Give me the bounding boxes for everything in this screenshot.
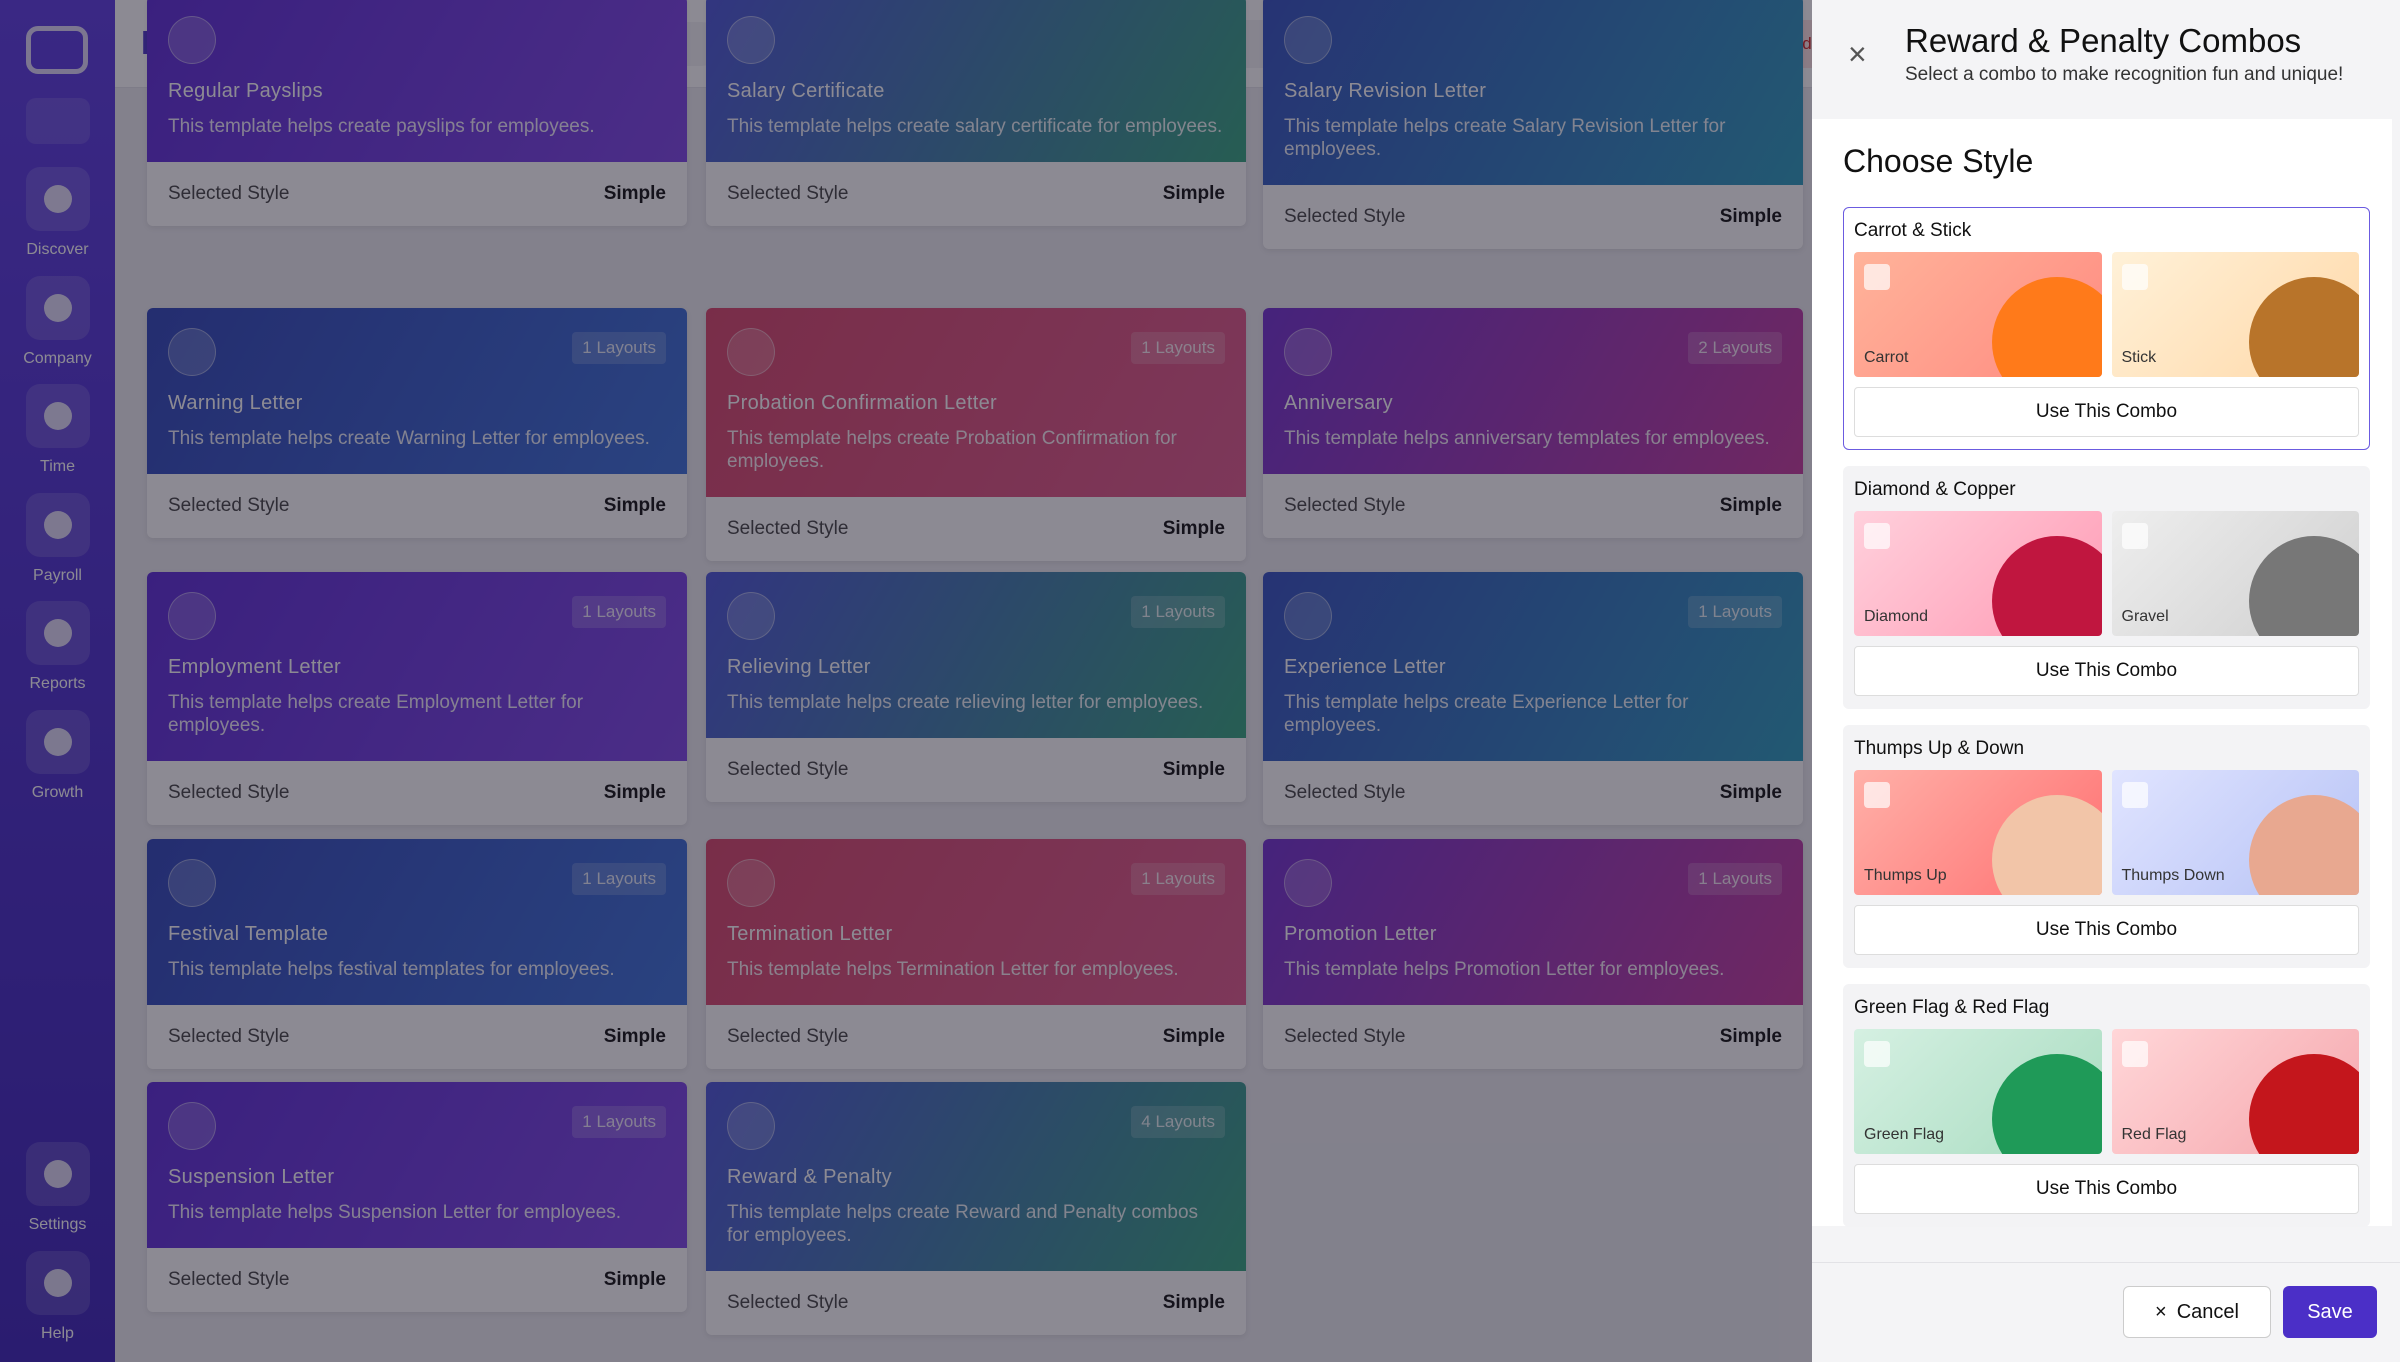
combo-tile: Gravel [2111,511,2359,636]
combo-card[interactable]: Carrot & Stick Carrot Stick Use This Combo [1843,207,2370,450]
tile-icon [2121,523,2148,549]
combo-name: Diamond & Copper [1854,479,2016,500]
tile-label: Carrot [1864,349,1909,366]
section-title: Choose Style [1843,143,2034,179]
save-button[interactable]: Save [2283,1286,2377,1338]
tile-label: Stick [2121,349,2157,366]
combo-tile: Red Flag [2111,1029,2359,1154]
combo-card[interactable]: Diamond & Copper Diamond Gravel Use This Co… [1843,466,2370,709]
combo-tile: Diamond [1854,511,2102,636]
tile-label: Gravel [2121,608,2169,625]
tile-illustration [2249,277,2359,377]
cancel-icon: × [2155,1300,2167,1323]
combo-name: Thumps Up & Down [1854,738,2025,759]
tile-icon [1864,1041,1890,1067]
combo-tile: Green Flag [1854,1029,2102,1154]
combo-name: Carrot & Stick [1854,220,1972,241]
tile-icon [2121,782,2148,808]
combo-tile: Thumps Down [2111,770,2359,895]
tile-icon [2121,264,2148,290]
use-combo-button[interactable]: Use This Combo [1854,905,2359,955]
combo-panel: × Reward & Penalty Combos Select a combo t… [1812,0,2400,1362]
footer-divider [1812,1262,2400,1263]
tile-label: Diamond [1864,608,1929,625]
tile-label: Thumps Up [1864,867,1947,884]
panel-body: Choose Style Carrot & Stick Carrot Stick Use… [1812,119,2392,1227]
tile-label: Green Flag [1864,1126,1945,1143]
tile-illustration [2249,536,2359,636]
use-combo-button[interactable]: Use This Combo [1854,1164,2359,1214]
close-button[interactable]: × [1848,36,1867,72]
overlay[interactable] [0,0,1812,1362]
use-combo-button[interactable]: Use This Combo [1854,646,2359,696]
combo-tiles: Diamond Gravel [1854,511,2359,636]
combo-tiles: Thumps Up Thumps Down [1854,770,2359,895]
use-combo-button[interactable]: Use This Combo [1854,387,2359,437]
combo-tile: Carrot [1854,252,2102,377]
tile-illustration [1991,795,2102,895]
tile-icon [1864,782,1890,808]
combo-tile: Stick [2111,252,2359,377]
combo-tiles: Green Flag Red Flag [1854,1029,2359,1154]
tile-icon [2121,1041,2148,1067]
cancel-label: Cancel [2176,1300,2239,1323]
combo-card[interactable]: Thumps Up & Down Thumps Up Thumps Down Use … [1843,725,2370,968]
tile-label: Thumps Down [2121,867,2225,884]
panel-subtitle: Select a combo to make recognition fun a… [1905,64,2344,85]
cancel-button[interactable]: × Cancel [2123,1286,2271,1338]
tile-icon [1864,264,1890,290]
combo-tile: Thumps Up [1854,770,2102,895]
panel-title: Reward & Penalty Combos [1905,22,2302,59]
combo-name: Green Flag & Red Flag [1854,997,2050,1018]
combo-card[interactable]: Green Flag & Red Flag Green Flag Red Flag U… [1843,984,2370,1227]
tile-illustration [2249,1054,2359,1154]
tile-illustration [2249,795,2359,895]
combo-tiles: Carrot Stick [1854,252,2359,377]
tile-illustration [1991,1054,2102,1154]
tile-illustration [1991,536,2102,636]
tile-illustration [1991,277,2102,377]
tile-label: Red Flag [2121,1126,2187,1143]
tile-icon [1864,523,1890,549]
